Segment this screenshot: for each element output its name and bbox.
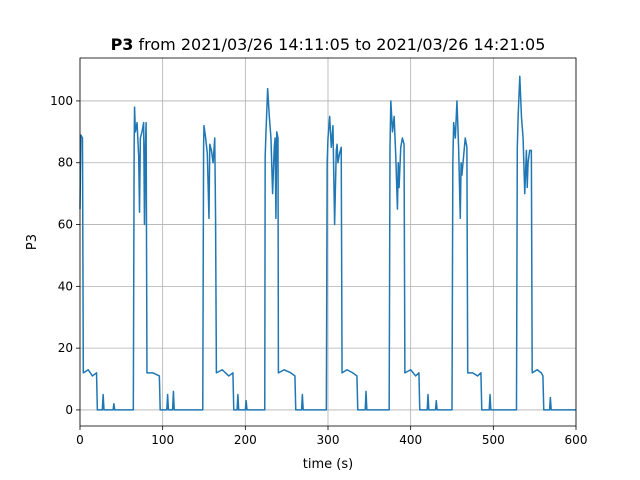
- data-line: [79, 75, 576, 411]
- chart-title: P3 from 2021/03/26 14:11:05 to 2021/03/2…: [111, 35, 546, 54]
- x-tick-label: 100: [151, 433, 174, 447]
- y-tick-label: 20: [58, 341, 73, 355]
- x-tick-label: 0: [76, 433, 84, 447]
- title-name: P3: [111, 35, 134, 54]
- plot-frame: [79, 57, 577, 427]
- x-tick-label: 300: [317, 433, 340, 447]
- y-tick-label: 100: [50, 94, 73, 108]
- x-tick-label: 200: [234, 433, 257, 447]
- y-tick-label: 0: [65, 403, 73, 417]
- y-tick-label: 40: [58, 279, 73, 293]
- x-axis-label: time (s): [303, 457, 353, 472]
- title-rest: from 2021/03/26 14:11:05 to 2021/03/26 1…: [139, 35, 546, 54]
- y-tick-label: 80: [58, 156, 73, 170]
- x-tick-label: 500: [482, 433, 505, 447]
- x-tick-label: 400: [399, 433, 422, 447]
- x-tick-label: 600: [565, 433, 588, 447]
- y-axis-label: P3: [25, 234, 40, 250]
- y-tick-label: 60: [58, 218, 73, 232]
